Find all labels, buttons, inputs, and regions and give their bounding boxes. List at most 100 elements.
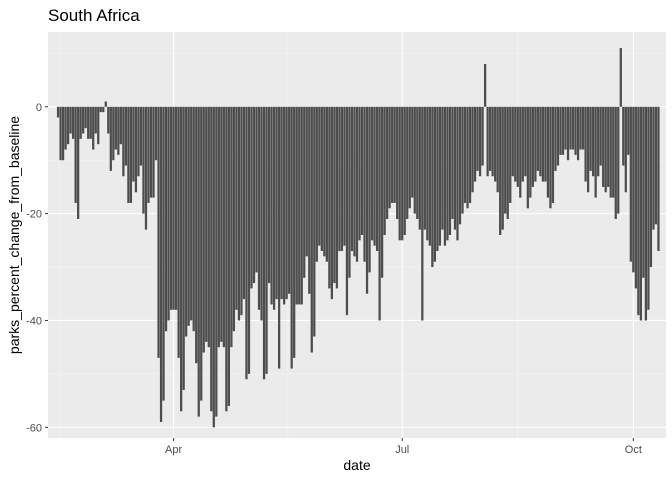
bar <box>77 106 80 219</box>
bar <box>481 106 484 166</box>
bar <box>441 106 444 230</box>
bar <box>109 106 112 171</box>
bar <box>647 106 650 310</box>
bar <box>468 106 472 203</box>
bar <box>566 106 570 161</box>
bar <box>554 106 557 171</box>
bar <box>227 106 231 406</box>
bar <box>242 106 246 300</box>
y-axis: 0 -20 -40 -60 <box>26 102 48 434</box>
bar <box>207 106 210 348</box>
bar <box>406 106 409 219</box>
y-axis-title: parks_percent_change_from_baseline <box>6 116 22 354</box>
bar <box>162 106 165 401</box>
bar <box>370 106 374 241</box>
bar <box>220 106 223 342</box>
bar <box>360 106 364 235</box>
bar <box>74 106 77 203</box>
bar <box>431 106 434 268</box>
bar <box>421 106 424 321</box>
bar <box>340 106 344 252</box>
bar <box>182 106 185 390</box>
bar <box>323 106 326 257</box>
bar <box>584 106 587 182</box>
bar <box>576 106 580 161</box>
bar <box>180 106 183 412</box>
bar <box>313 106 316 337</box>
bar <box>262 106 266 380</box>
bar <box>197 106 200 417</box>
bar <box>257 106 261 310</box>
bar <box>451 106 454 219</box>
bar <box>272 106 276 310</box>
bar <box>607 106 610 187</box>
bar <box>378 106 381 321</box>
bar <box>509 106 512 203</box>
bar <box>529 106 532 198</box>
bar <box>473 106 477 182</box>
bar <box>270 106 273 305</box>
bar <box>380 106 384 278</box>
bar <box>245 106 248 380</box>
bar <box>247 106 251 374</box>
bar <box>127 106 130 203</box>
bar <box>413 106 416 214</box>
bar <box>92 106 95 150</box>
bar <box>411 106 414 198</box>
bar <box>147 106 150 203</box>
bar <box>551 106 555 203</box>
bar <box>265 106 268 374</box>
bar <box>195 106 198 364</box>
bar <box>443 106 447 246</box>
bar <box>104 101 107 107</box>
bar <box>511 106 514 177</box>
bar <box>609 106 612 198</box>
bar <box>157 106 160 358</box>
bar <box>373 106 376 246</box>
bar <box>217 106 220 348</box>
bar <box>237 106 241 321</box>
bar <box>461 106 464 214</box>
bar <box>293 106 296 358</box>
bar <box>391 106 394 203</box>
y-tick-label: -20 <box>26 209 42 221</box>
bar <box>438 106 442 246</box>
bar <box>654 106 658 225</box>
bar <box>300 106 303 305</box>
bar <box>526 106 529 209</box>
bar <box>589 106 592 171</box>
bar <box>622 106 625 166</box>
bar <box>267 106 271 284</box>
bar <box>581 106 585 150</box>
bar <box>333 106 336 284</box>
bar <box>252 106 256 284</box>
bar <box>396 106 399 219</box>
bars <box>56 48 660 428</box>
bar <box>556 106 560 166</box>
bar <box>401 106 404 241</box>
bar <box>644 106 648 321</box>
bar <box>446 106 449 241</box>
bar <box>433 106 437 262</box>
bar <box>403 106 406 235</box>
bar <box>657 106 660 252</box>
bar <box>235 106 238 310</box>
bar <box>325 106 328 262</box>
bar <box>320 106 323 252</box>
bar <box>330 106 334 300</box>
bar <box>348 106 351 278</box>
bar <box>514 106 517 182</box>
bar <box>99 106 102 113</box>
bar <box>408 106 411 209</box>
bar <box>139 106 143 166</box>
bar <box>559 106 562 155</box>
bar <box>260 106 263 321</box>
bar <box>627 106 630 155</box>
bar <box>250 106 253 289</box>
bar <box>69 106 72 134</box>
bar <box>496 106 499 193</box>
x-tick-label: Apr <box>165 444 182 456</box>
bar <box>255 106 258 273</box>
bar <box>97 106 100 145</box>
bar <box>117 106 120 155</box>
